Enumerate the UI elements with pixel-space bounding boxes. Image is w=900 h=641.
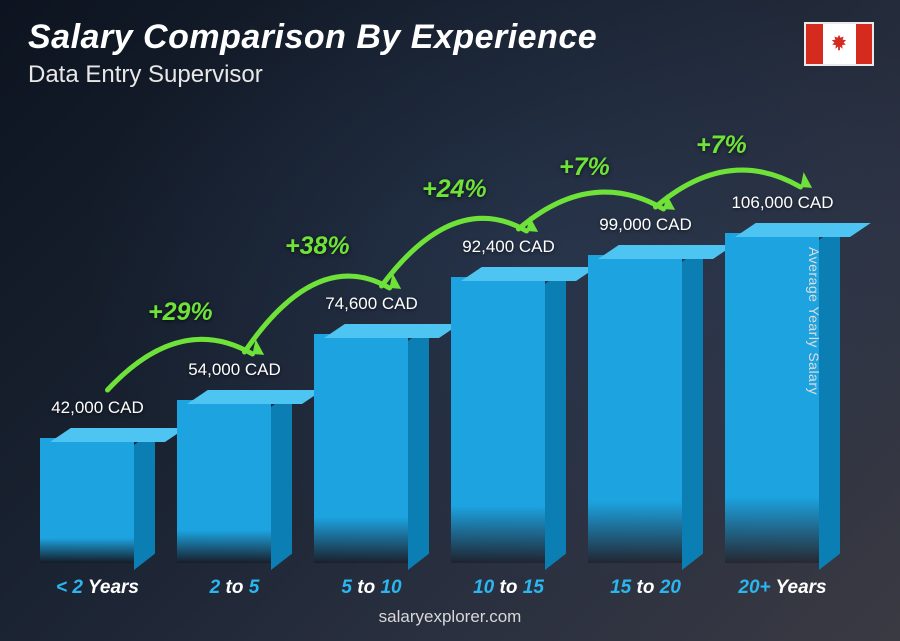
bar: [588, 245, 703, 563]
pct-change-label: +38%: [285, 232, 350, 261]
bar-value-label: 99,000 CAD: [599, 215, 692, 235]
maple-leaf-icon: [828, 33, 850, 55]
chart-title: Salary Comparison By Experience: [28, 18, 597, 57]
bar: [40, 428, 155, 563]
bar: [177, 390, 292, 563]
header: Salary Comparison By Experience Data Ent…: [28, 18, 597, 89]
x-axis-label: < 2 Years: [56, 577, 139, 599]
bar: [725, 223, 840, 563]
bar-slot: 92,400 CAD10 to 15: [451, 237, 566, 563]
x-axis-label: 15 to 20: [610, 577, 681, 599]
chart-canvas: Salary Comparison By Experience Data Ent…: [0, 0, 900, 641]
pct-arrow-icon: [40, 143, 840, 563]
y-axis-label: Average Yearly Salary: [806, 247, 822, 395]
pct-change-label: +29%: [148, 298, 213, 327]
pct-change-label: +7%: [696, 131, 747, 160]
country-flag-canada: [804, 22, 874, 66]
chart-subtitle: Data Entry Supervisor: [28, 61, 597, 89]
bar: [314, 324, 429, 563]
bar-slot: 74,600 CAD5 to 10: [314, 294, 429, 563]
bar-value-label: 92,400 CAD: [462, 237, 555, 257]
bar-slot: 99,000 CAD15 to 20: [588, 215, 703, 563]
pct-arrow-icon: [40, 143, 840, 563]
pct-change-label: +24%: [422, 175, 487, 204]
bar: [451, 267, 566, 563]
bar-slot: 54,000 CAD2 to 5: [177, 360, 292, 563]
bar-value-label: 74,600 CAD: [325, 294, 418, 314]
bar-value-label: 106,000 CAD: [731, 193, 833, 213]
bar-value-label: 42,000 CAD: [51, 398, 144, 418]
bar-value-label: 54,000 CAD: [188, 360, 281, 380]
bar-chart: 42,000 CAD< 2 Years54,000 CAD2 to 574,60…: [40, 143, 840, 563]
x-axis-label: 5 to 10: [341, 577, 401, 599]
x-axis-label: 2 to 5: [210, 577, 260, 599]
pct-arrow-icon: [40, 143, 840, 563]
pct-change-label: +7%: [559, 153, 610, 182]
x-axis-label: 10 to 15: [473, 577, 544, 599]
bar-slot: 42,000 CAD< 2 Years: [40, 398, 155, 563]
x-axis-label: 20+ Years: [738, 577, 826, 599]
pct-arrow-icon: [40, 143, 840, 563]
bar-slot: 106,000 CAD20+ Years: [725, 193, 840, 563]
footer-source: salaryexplorer.com: [379, 607, 522, 627]
pct-arrow-icon: [40, 143, 840, 563]
